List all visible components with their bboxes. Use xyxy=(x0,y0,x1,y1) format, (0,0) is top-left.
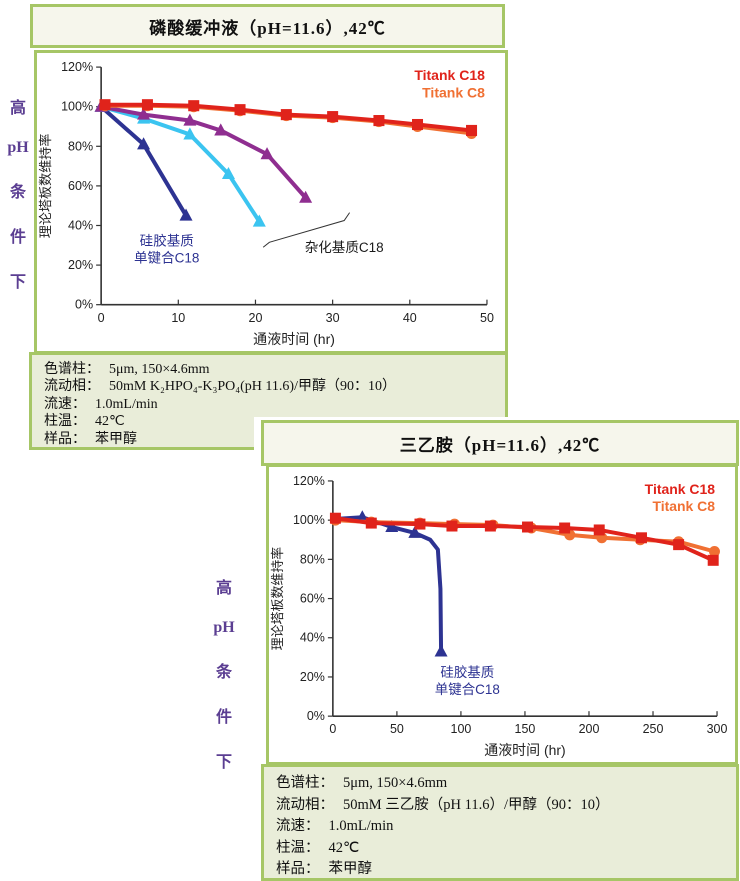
svg-text:10: 10 xyxy=(171,311,185,325)
caption-char: 高 xyxy=(9,100,26,117)
svg-text:40: 40 xyxy=(403,311,417,325)
chart-triethylamine: 0 50 100 150 200 250 300 0% 20% 40% 60% 80% 100% 120%… xyxy=(266,464,738,765)
svg-text:250: 250 xyxy=(643,722,664,736)
svg-text:300: 300 xyxy=(707,722,728,736)
spec-label: 色谱柱： xyxy=(44,362,100,377)
spec-label: 色谱柱： xyxy=(276,775,334,791)
svg-text:通液时间 (hr): 通液时间 (hr) xyxy=(253,331,335,347)
caption-char: 条 xyxy=(9,184,26,201)
spec-row-sample: 样品： 苯甲醇 xyxy=(44,431,493,448)
caption-char: pH xyxy=(7,139,29,156)
caption-char: 件 xyxy=(215,709,232,726)
spec-value: 5μm, 150×4.6mm xyxy=(109,362,210,377)
spec-label: 流速： xyxy=(276,818,320,834)
spec-row-flow-rate: 流速： 1.0mL/min xyxy=(44,396,493,413)
svg-text:0: 0 xyxy=(329,722,336,736)
caption-char: 高 xyxy=(215,580,232,597)
svg-text:20%: 20% xyxy=(300,670,325,684)
spec-label: 样品： xyxy=(44,431,86,447)
spec-row-mobile-phase: 流动相： 50mM K₂HPO₄-K₃PO₄(pH 11.6)/甲醇（90：10… xyxy=(44,378,493,395)
svg-text:50: 50 xyxy=(390,722,404,736)
spec-value: 42℃ xyxy=(328,839,360,856)
svg-text:单键合C18: 单键合C18 xyxy=(435,682,500,697)
spec-label: 流动相： xyxy=(276,796,334,813)
spec-value: 50mM 三乙胺（pH 11.6）/甲醇（90：10） xyxy=(343,796,610,813)
spec-label: 样品： xyxy=(276,861,320,877)
svg-text:通液时间 (hr): 通液时间 (hr) xyxy=(484,742,565,758)
spec-value: 5μm, 150×4.6mm xyxy=(343,775,448,791)
chart-phosphate-buffer: 0 10 20 30 40 50 0% 20% 40% 60% 80% 100% 120% 通液时间 (h… xyxy=(34,50,508,354)
chart-canvas-phosphate: 0 10 20 30 40 50 0% 20% 40% 60% 80% 100% 120% 通液时间 (h… xyxy=(38,60,494,347)
svg-text:80%: 80% xyxy=(68,139,93,153)
conditions-block-triethylamine: 色谱柱： 5μm, 150×4.6mm 流动相： 50mM 三乙胺（pH 11.… xyxy=(261,764,739,881)
spec-row-column: 色谱柱： 5μm, 150×4.6mm xyxy=(276,773,724,795)
svg-text:Titank C8: Titank C8 xyxy=(652,498,715,514)
panel-title-phosphate-buffer: 磷酸缓冲液（pH=11.6）,42℃ xyxy=(30,4,505,48)
svg-text:60%: 60% xyxy=(68,179,93,193)
chart-canvas-triethylamine: 0 50 100 150 200 250 300 0% 20% 40% 60% 80% 100% 120%… xyxy=(270,474,728,758)
svg-text:50: 50 xyxy=(480,311,494,325)
panel-title-text: 三乙胺（pH=11.6）,42℃ xyxy=(399,435,601,455)
spec-value: 苯甲醇 xyxy=(95,431,137,447)
spec-row-flow-rate: 流速： 1.0mL/min xyxy=(276,816,724,838)
svg-text:100%: 100% xyxy=(61,100,93,114)
spec-label: 柱温： xyxy=(44,414,86,430)
high-ph-caption-bottom: 高 pH 条 件 下 xyxy=(208,574,240,772)
panel-title-triethylamine: 三乙胺（pH=11.6）,42℃ xyxy=(261,420,739,466)
svg-text:0%: 0% xyxy=(307,709,325,723)
spec-value: 1.0mL/min xyxy=(328,818,394,834)
spec-row-sample: 样品： 苯甲醇 xyxy=(276,859,724,881)
panel-title-text: 磷酸缓冲液（pH=11.6）,42℃ xyxy=(149,18,386,38)
caption-char: 条 xyxy=(215,664,232,681)
spec-label: 柱温： xyxy=(276,839,320,856)
spec-row-mobile-phase: 流动相： 50mM 三乙胺（pH 11.6）/甲醇（90：10） xyxy=(276,795,724,817)
caption-char: pH xyxy=(213,619,235,636)
svg-text:150: 150 xyxy=(515,722,536,736)
svg-text:20: 20 xyxy=(248,311,262,325)
svg-text:60%: 60% xyxy=(300,592,325,606)
svg-text:100: 100 xyxy=(451,722,472,736)
svg-text:杂化基质C18: 杂化基质C18 xyxy=(305,239,384,255)
svg-text:120%: 120% xyxy=(293,474,325,488)
svg-text:0%: 0% xyxy=(75,298,93,312)
svg-text:单键合C18: 单键合C18 xyxy=(134,250,199,265)
spec-row-column: 色谱柱： 5μm, 150×4.6mm xyxy=(44,361,493,378)
svg-text:Titank C18: Titank C18 xyxy=(414,67,485,83)
spec-row-temperature: 柱温： 42℃ xyxy=(44,413,493,430)
spec-label: 流速： xyxy=(44,396,86,412)
spec-value: 苯甲醇 xyxy=(328,861,373,877)
svg-text:0: 0 xyxy=(98,311,105,325)
svg-text:100%: 100% xyxy=(293,513,325,527)
spec-value: 1.0mL/min xyxy=(95,396,158,412)
caption-char: 下 xyxy=(9,274,26,291)
caption-char: 件 xyxy=(9,229,26,246)
svg-text:30: 30 xyxy=(326,311,340,325)
svg-text:Titank C18: Titank C18 xyxy=(645,481,716,497)
svg-text:80%: 80% xyxy=(300,552,325,566)
svg-text:40%: 40% xyxy=(68,218,93,232)
spec-label: 流动相： xyxy=(44,379,100,395)
svg-text:理论塔板数维持率: 理论塔板数维持率 xyxy=(38,134,53,239)
svg-text:硅胶基质: 硅胶基质 xyxy=(440,664,494,680)
svg-text:理论塔板数维持率: 理论塔板数维持率 xyxy=(270,547,285,651)
spec-value: 42℃ xyxy=(95,414,125,430)
svg-text:40%: 40% xyxy=(300,631,325,645)
svg-text:硅胶基质: 硅胶基质 xyxy=(140,232,194,248)
spec-value: 50mM K₂HPO₄-K₃PO₄(pH 11.6)/甲醇（90：10） xyxy=(109,379,396,395)
spec-row-temperature: 柱温： 42℃ xyxy=(276,838,724,860)
svg-text:20%: 20% xyxy=(68,258,93,272)
svg-text:200: 200 xyxy=(579,722,600,736)
svg-text:Titank C8: Titank C8 xyxy=(422,84,485,100)
caption-char: 下 xyxy=(215,754,232,771)
svg-text:120%: 120% xyxy=(61,60,93,74)
high-ph-caption-top: 高 pH 条 件 下 xyxy=(4,94,32,292)
